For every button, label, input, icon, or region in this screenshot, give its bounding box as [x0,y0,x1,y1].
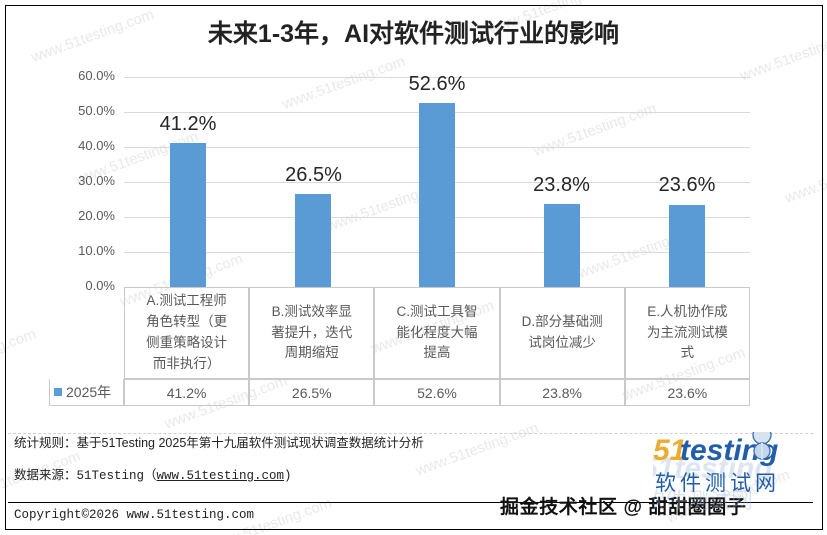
svg-text:软件测试网: 软件测试网 [655,472,780,495]
